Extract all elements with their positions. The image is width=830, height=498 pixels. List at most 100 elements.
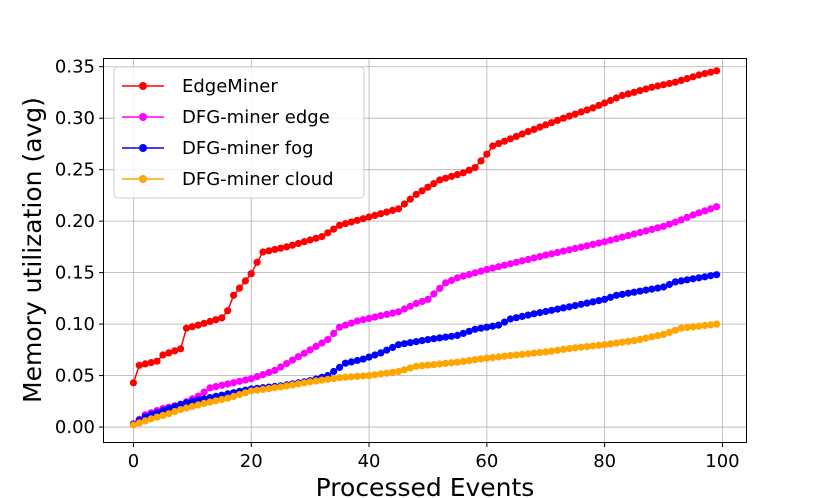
data-point xyxy=(530,125,538,133)
data-point xyxy=(141,360,149,368)
data-point xyxy=(153,357,161,365)
data-point xyxy=(377,370,385,378)
data-point xyxy=(595,341,603,349)
data-point xyxy=(447,172,456,180)
data-point xyxy=(512,132,520,140)
data-point xyxy=(406,302,414,310)
data-point xyxy=(654,332,662,340)
data-point xyxy=(247,270,255,278)
data-point xyxy=(601,341,609,349)
y-tick-label: 0.30 xyxy=(55,108,95,129)
data-point xyxy=(135,419,143,427)
data-point xyxy=(165,410,173,418)
data-point xyxy=(548,347,556,355)
data-point xyxy=(324,336,332,344)
data-point xyxy=(330,367,338,376)
data-point xyxy=(671,326,679,334)
data-point xyxy=(695,274,703,282)
data-point xyxy=(230,379,238,387)
data-point xyxy=(312,377,320,385)
data-point xyxy=(129,379,137,387)
data-point xyxy=(665,79,674,88)
legend-label: EdgeMiner xyxy=(182,76,278,97)
data-point xyxy=(483,150,491,158)
data-point xyxy=(689,323,697,331)
data-point xyxy=(477,267,485,275)
data-point xyxy=(147,415,155,423)
data-point xyxy=(153,413,161,421)
data-point xyxy=(347,358,355,366)
data-point xyxy=(659,330,668,338)
data-point xyxy=(536,123,544,131)
data-point xyxy=(683,323,691,332)
x-tick-label: 40 xyxy=(358,451,381,472)
y-tick-label: 0.15 xyxy=(55,263,95,284)
data-point xyxy=(648,333,656,341)
data-point xyxy=(406,364,414,372)
data-point xyxy=(671,218,679,226)
data-point xyxy=(400,200,408,208)
data-point xyxy=(424,295,432,303)
data-point xyxy=(665,328,674,336)
data-point xyxy=(165,404,173,413)
data-point xyxy=(294,380,302,388)
data-point xyxy=(536,348,544,357)
data-point xyxy=(453,274,461,282)
data-point xyxy=(500,137,509,145)
data-point xyxy=(648,285,656,293)
data-point xyxy=(412,338,420,346)
data-point xyxy=(553,346,562,354)
data-point xyxy=(253,258,261,266)
data-point xyxy=(447,276,456,284)
data-point xyxy=(530,254,538,262)
data-point xyxy=(577,108,585,116)
data-point xyxy=(436,360,444,368)
data-point xyxy=(695,71,703,79)
data-point xyxy=(371,313,379,321)
data-point xyxy=(283,243,291,251)
x-axis-title: Processed Events xyxy=(316,473,535,498)
series-layer xyxy=(129,67,721,429)
data-point xyxy=(247,375,255,383)
data-point xyxy=(465,166,473,174)
data-point xyxy=(471,164,479,172)
data-point xyxy=(383,369,391,377)
data-point xyxy=(188,397,196,405)
data-point xyxy=(359,316,367,324)
data-point xyxy=(471,356,479,364)
data-point xyxy=(559,304,568,312)
data-point xyxy=(336,363,344,371)
data-point xyxy=(689,73,697,81)
data-point xyxy=(642,227,650,235)
data-point xyxy=(171,408,179,416)
data-point xyxy=(336,374,344,382)
data-point xyxy=(483,323,491,331)
data-point xyxy=(489,264,497,272)
data-point xyxy=(336,323,344,331)
data-point xyxy=(412,299,420,308)
series-2 xyxy=(129,271,721,428)
data-point xyxy=(518,312,526,320)
data-point xyxy=(394,308,403,316)
data-point xyxy=(530,349,538,357)
data-point xyxy=(389,368,397,376)
data-point xyxy=(624,232,632,240)
data-point xyxy=(383,310,391,318)
data-point xyxy=(477,157,485,165)
legend-entry: EdgeMiner xyxy=(122,76,278,97)
data-point xyxy=(194,401,202,409)
data-point xyxy=(506,352,514,360)
legend-swatch-marker xyxy=(139,175,147,183)
data-point xyxy=(300,349,308,357)
data-point xyxy=(671,278,679,286)
data-point xyxy=(412,190,420,198)
legend: EdgeMiner DFG-miner edge DFG-miner fog DFG-… xyxy=(113,66,365,199)
data-point xyxy=(512,314,520,322)
data-point xyxy=(713,203,721,211)
data-point xyxy=(548,119,556,127)
legend-swatch-marker xyxy=(139,144,147,152)
data-point xyxy=(589,104,597,112)
data-point xyxy=(365,213,373,221)
data-point xyxy=(400,305,408,313)
data-point xyxy=(654,82,662,90)
